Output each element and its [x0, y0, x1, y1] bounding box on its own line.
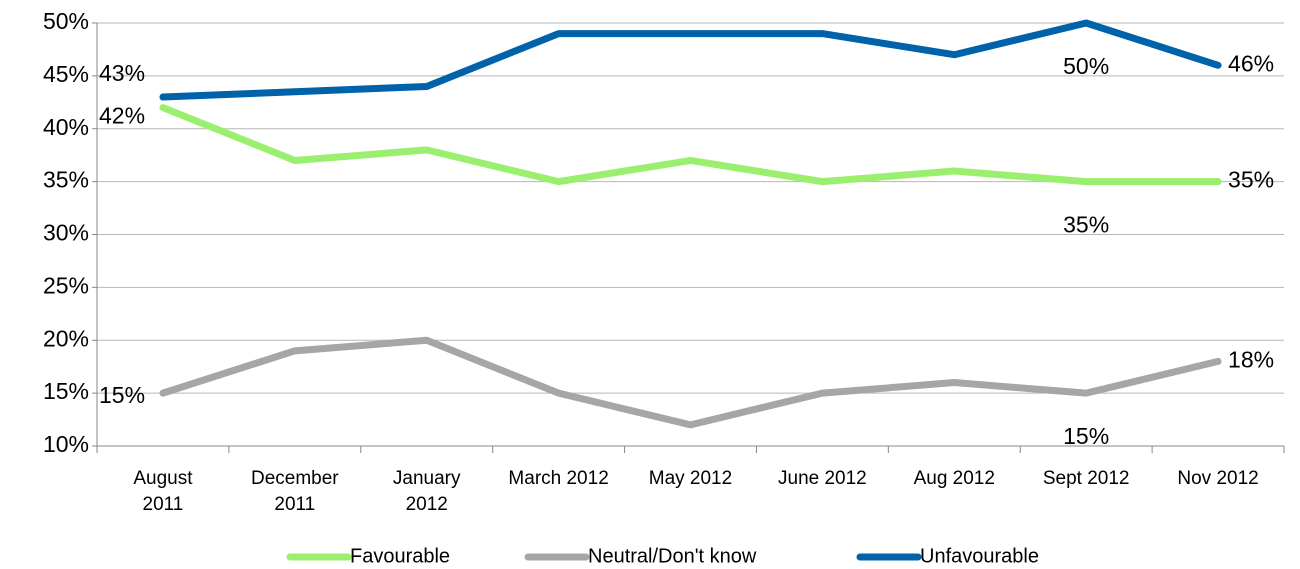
data-label: 18%	[1228, 346, 1274, 372]
series-line	[159, 19, 1222, 101]
y-tick-label: 35%	[43, 167, 89, 193]
data-label: 46%	[1228, 50, 1274, 76]
x-tick-label: May 2012	[648, 468, 733, 489]
y-tick-label: 45%	[43, 61, 89, 87]
x-tick-label: Sept 2012	[1042, 468, 1130, 489]
data-label: 50%	[1063, 53, 1109, 79]
x-tick-label: March 2012	[508, 468, 609, 489]
data-label: 15%	[99, 382, 145, 408]
x-tick-label: Nov 2012	[1177, 468, 1259, 489]
y-tick-label: 15%	[43, 378, 89, 404]
data-label: 42%	[99, 103, 145, 129]
series-line	[159, 104, 1222, 186]
y-tick-label: 50%	[43, 8, 89, 34]
data-label: 35%	[1063, 212, 1109, 238]
y-tick-label: 25%	[43, 272, 89, 298]
y-tick-label: 30%	[43, 220, 89, 246]
x-tick-label: August 2011	[133, 468, 193, 515]
legend-label: Unfavourable	[920, 545, 1039, 567]
x-tick-label: December 2011	[250, 468, 339, 515]
series-line	[159, 336, 1222, 429]
legend-label: Favourable	[350, 545, 450, 567]
y-tick-label: 10%	[43, 431, 89, 457]
x-tick-label: June 2012	[778, 468, 867, 489]
data-label: 35%	[1228, 167, 1274, 193]
data-label: 43%	[99, 60, 145, 86]
x-tick-label: January 2012	[392, 468, 461, 515]
y-tick-label: 20%	[43, 325, 89, 351]
x-tick-label: Aug 2012	[913, 468, 995, 489]
y-tick-label: 40%	[43, 114, 89, 140]
legend-label: Neutral/Don't know	[588, 545, 757, 567]
data-label: 15%	[1063, 423, 1109, 449]
